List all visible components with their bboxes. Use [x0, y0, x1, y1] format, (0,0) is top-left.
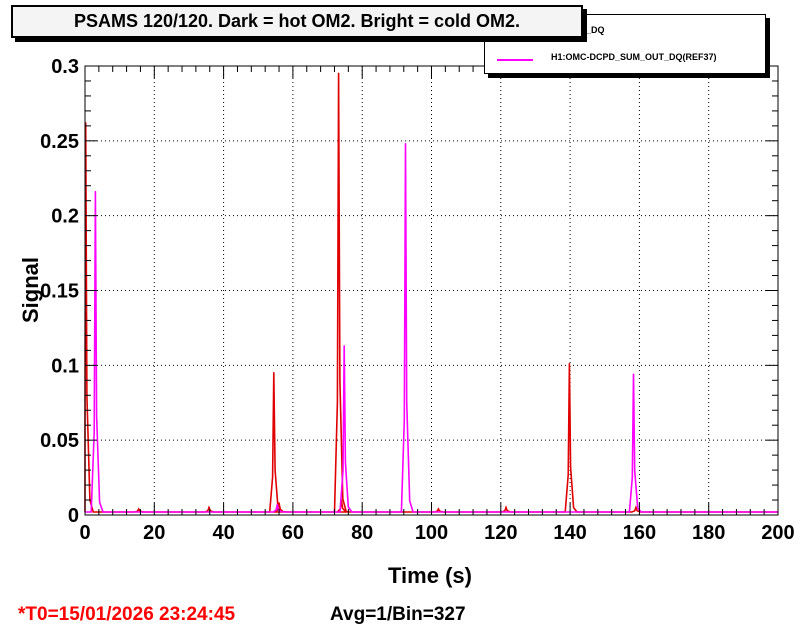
- signal-peak-point: [137, 508, 140, 510]
- x-tick-label: 140: [553, 522, 586, 544]
- y-tick-label: 0: [68, 505, 79, 527]
- x-tick-label: 100: [415, 522, 448, 544]
- y-tick-label: 0.2: [51, 206, 79, 228]
- signal-peak-point: [208, 506, 210, 509]
- x-tick-label: 120: [484, 522, 517, 544]
- grid: [85, 66, 778, 515]
- x-axis-label: Time (s): [388, 563, 472, 588]
- x-tick-label: 0: [79, 522, 90, 544]
- y-tick-label: 0.1: [51, 355, 79, 377]
- legend-swatch-reference: [497, 59, 533, 61]
- reference-peak-point: [94, 190, 97, 193]
- chart-title: PSAMS 120/120. Dark = hot OM2. Bright = …: [11, 5, 583, 38]
- tick-labels: 0 20 40 60 80 100 120 140 160 180 200 0 0.05 0.1 0.15 0…: [40, 56, 795, 544]
- y-axis-label: Signal: [18, 257, 43, 323]
- series-reference-line: [85, 143, 778, 513]
- signal-peak-point: [568, 363, 571, 365]
- y-tick-label: 0.25: [40, 131, 79, 153]
- averaging-info: Avg=1/Bin=327: [330, 604, 466, 625]
- x-tick-label: 40: [212, 522, 234, 544]
- reference-peak-point: [632, 373, 635, 376]
- y-tick-label: 0.05: [40, 430, 79, 452]
- signal-peak-point: [273, 372, 275, 374]
- t0-timestamp: *T0=15/01/2026 23:24:45: [18, 604, 236, 625]
- reference-peak-point: [343, 345, 345, 347]
- signal-peak-point: [635, 506, 637, 509]
- x-tick-label: 160: [623, 522, 656, 544]
- signal-peak-point: [437, 508, 440, 510]
- reference-peak-point: [276, 503, 279, 506]
- x-tick-label: 200: [761, 522, 794, 544]
- chart-title-text: PSAMS 120/120. Dark = hot OM2. Bright = …: [73, 11, 521, 31]
- y-tick-label: 0.3: [51, 56, 79, 78]
- signal-peak-point: [337, 72, 340, 75]
- x-tick-label: 180: [692, 522, 725, 544]
- x-tick-label: 60: [282, 522, 304, 544]
- legend-label-reference: H1:OMC-DCPD_SUM_OUT_DQ(REF37): [551, 52, 717, 62]
- x-tick-label: 80: [351, 522, 373, 544]
- reference-peak-point: [404, 143, 407, 145]
- x-tick-label: 20: [143, 522, 165, 544]
- legend-entry-reference: H1:OMC-DCPD_SUM_OUT_DQ(REF37): [485, 48, 765, 72]
- axis-ticks: [84, 65, 779, 516]
- y-tick-label: 0.15: [40, 281, 79, 303]
- signal-peak-point: [278, 502, 280, 504]
- signal-peak-point: [505, 506, 507, 509]
